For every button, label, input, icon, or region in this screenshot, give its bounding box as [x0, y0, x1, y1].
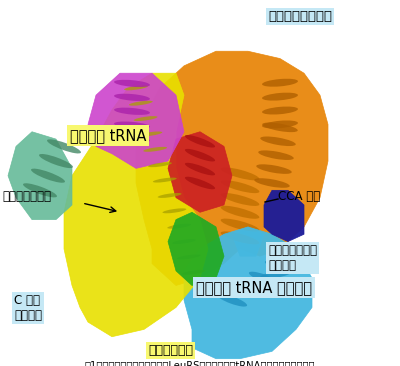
Ellipse shape [262, 93, 298, 101]
Ellipse shape [284, 248, 316, 257]
Ellipse shape [143, 147, 167, 152]
Ellipse shape [114, 108, 150, 115]
Ellipse shape [129, 101, 153, 106]
Ellipse shape [260, 270, 292, 279]
Ellipse shape [167, 224, 191, 229]
Ellipse shape [262, 123, 298, 132]
Ellipse shape [182, 270, 206, 275]
Polygon shape [232, 227, 264, 256]
Polygon shape [168, 212, 224, 285]
Polygon shape [184, 227, 312, 359]
Ellipse shape [185, 163, 215, 175]
Ellipse shape [249, 272, 279, 285]
Ellipse shape [134, 116, 158, 121]
Ellipse shape [221, 206, 259, 219]
Polygon shape [264, 190, 304, 242]
Ellipse shape [172, 239, 196, 244]
Text: 図1　今回我々が明らかにしたLeuRSとロイシン用tRNAの複合体の立体構造: 図1 今回我々が明らかにしたLeuRSとロイシン用tRNAの複合体の立体構造 [85, 360, 315, 366]
Ellipse shape [138, 131, 162, 137]
Ellipse shape [272, 259, 304, 268]
Text: 長い可変アーム: 長い可変アーム [2, 190, 51, 203]
Polygon shape [64, 73, 208, 337]
Ellipse shape [258, 150, 294, 160]
Text: 校正反応ドメイン: 校正反応ドメイン [268, 10, 332, 23]
Ellipse shape [248, 281, 280, 290]
Ellipse shape [185, 135, 215, 147]
Ellipse shape [39, 154, 73, 168]
Polygon shape [136, 51, 328, 285]
Ellipse shape [217, 294, 247, 307]
Text: ロイシン tRNA: ロイシン tRNA [70, 128, 146, 143]
Ellipse shape [148, 162, 172, 167]
Ellipse shape [31, 169, 65, 183]
Ellipse shape [158, 193, 182, 198]
Ellipse shape [162, 208, 186, 213]
Text: CCA 末端: CCA 末端 [278, 190, 320, 203]
Text: C 末端
ドメイン: C 末端 ドメイン [14, 294, 42, 322]
Ellipse shape [114, 94, 150, 101]
Ellipse shape [221, 219, 259, 232]
Ellipse shape [114, 80, 150, 87]
Ellipse shape [262, 79, 298, 87]
Ellipse shape [256, 164, 292, 174]
Ellipse shape [254, 178, 290, 188]
Ellipse shape [124, 85, 148, 90]
Ellipse shape [221, 193, 259, 206]
Ellipse shape [153, 178, 177, 183]
Ellipse shape [262, 120, 298, 128]
Ellipse shape [233, 283, 263, 296]
Ellipse shape [265, 261, 295, 274]
Ellipse shape [221, 167, 259, 180]
Ellipse shape [262, 107, 298, 115]
Text: アンチコドン: アンチコドン [148, 344, 193, 357]
Text: アミノアシル化
ドメイン: アミノアシル化 ドメイン [268, 244, 317, 272]
Text: ロイシル tRNA 合成酵素: ロイシル tRNA 合成酵素 [196, 280, 312, 295]
Ellipse shape [260, 137, 296, 146]
Ellipse shape [185, 177, 215, 189]
Ellipse shape [185, 149, 215, 161]
Polygon shape [168, 132, 232, 212]
Polygon shape [8, 132, 72, 220]
Ellipse shape [114, 135, 150, 143]
Ellipse shape [114, 122, 150, 129]
Ellipse shape [221, 180, 259, 193]
Ellipse shape [281, 250, 311, 263]
Ellipse shape [47, 139, 81, 153]
Ellipse shape [177, 254, 201, 259]
Ellipse shape [23, 183, 57, 197]
Polygon shape [88, 73, 184, 168]
Ellipse shape [221, 231, 259, 244]
